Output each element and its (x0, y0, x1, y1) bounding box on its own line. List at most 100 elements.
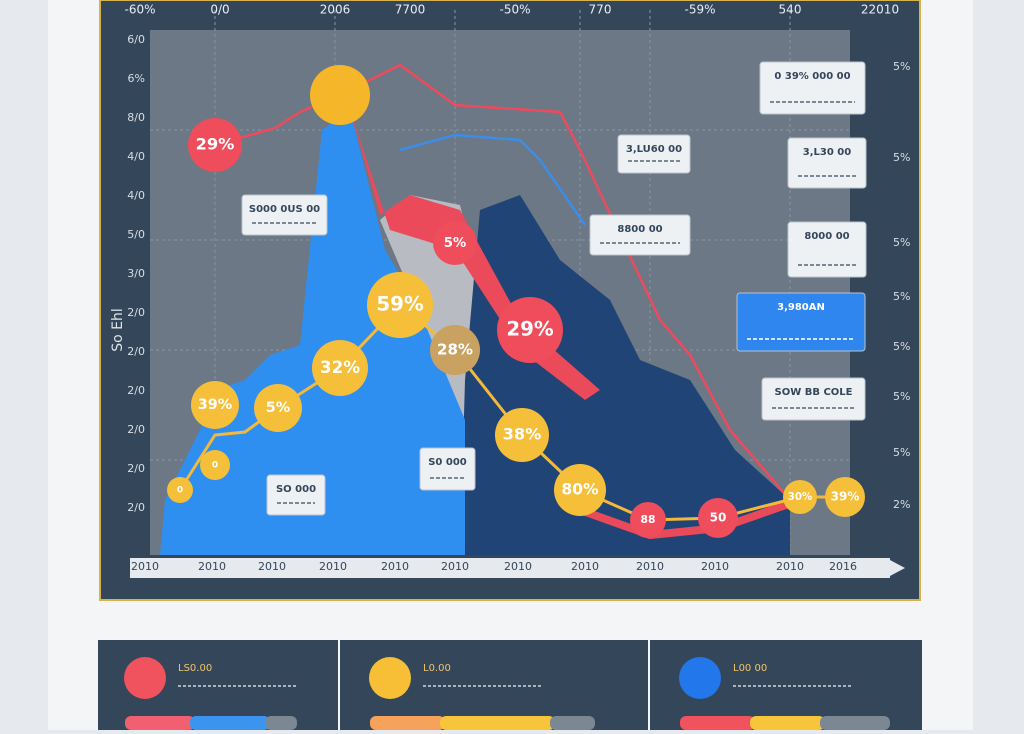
right-label: 5% (893, 290, 910, 303)
x-label: 2010 (319, 560, 347, 573)
callout-text: SOW BB COLE (775, 387, 853, 398)
y-axis-title: So Ehl (110, 308, 126, 352)
bubble (783, 480, 817, 514)
red-ribbon (350, 110, 600, 400)
right-label: 5% (893, 151, 910, 164)
bubble-label: 0 (177, 486, 183, 496)
bubble-label: 0 (212, 461, 218, 471)
callout-box (617, 134, 691, 174)
callout-box (266, 474, 326, 516)
bubble (312, 340, 368, 396)
legend-bar (440, 716, 555, 730)
callout-box (787, 137, 867, 189)
red-line (214, 63, 791, 501)
callout-box (736, 292, 866, 352)
bubble-label: 59% (376, 293, 424, 316)
callout-box (759, 61, 866, 115)
top-label: 770 (589, 3, 612, 17)
legend-bar (265, 716, 297, 730)
bubble-label: 50 (710, 511, 727, 525)
bubble-label: 5% (266, 400, 290, 416)
x-label: 2010 (258, 560, 286, 573)
y-label: 2/0 (127, 345, 145, 358)
bubble (430, 325, 480, 375)
blue-line (399, 133, 587, 226)
legend-bar (125, 716, 195, 730)
top-label: 22010 (861, 3, 899, 17)
peak-bubble (310, 65, 370, 125)
callout-text: S000 0US 00 (249, 204, 320, 215)
legend-title: LS0.00 (178, 663, 212, 674)
legend-cards (98, 640, 922, 730)
x-label: 2010 (441, 560, 469, 573)
legend-bar (750, 716, 825, 730)
x-label: 2010 (776, 560, 804, 573)
right-label: 5% (893, 340, 910, 353)
callout-box (241, 194, 328, 236)
callout-text: 0 39% 000 00 (774, 71, 850, 82)
y-label: 3/0 (127, 267, 145, 280)
x-label: 2010 (381, 560, 409, 573)
callout-text: SO 000 (276, 484, 316, 495)
y-label: 4/0 (127, 189, 145, 202)
x-label: 2010 (504, 560, 532, 573)
top-label: -60% (124, 3, 155, 17)
bubble-label: 29% (506, 318, 554, 341)
bubble-label: 80% (561, 481, 599, 499)
bubble (367, 272, 433, 338)
callout-box (761, 377, 866, 421)
legend-title: L0.00 (423, 663, 451, 674)
right-label: 5% (893, 236, 910, 249)
y-label: 6/0 (127, 33, 145, 46)
callout-text: 3,980AN (777, 302, 825, 313)
bubble (554, 464, 606, 516)
x-label: 2010 (198, 560, 226, 573)
legend-bar (370, 716, 445, 730)
top-label: 2006 (320, 3, 351, 17)
top-label: -50% (499, 3, 530, 17)
right-label: 5% (893, 390, 910, 403)
x-label: 2010 (571, 560, 599, 573)
bubble-label: 28% (437, 341, 473, 359)
bubble (188, 118, 242, 172)
callout-box (589, 214, 691, 256)
bubble (825, 477, 865, 517)
bubble (497, 297, 563, 363)
bubble (191, 381, 239, 429)
bubble-label: 29% (196, 135, 235, 154)
y-label: 5/0 (127, 228, 145, 241)
right-label: 2% (893, 498, 910, 511)
callout-text: S0 000 (428, 457, 467, 468)
legend-bar (550, 716, 595, 730)
bubble-label: 38% (503, 425, 542, 444)
bubble-label: 30% (788, 492, 812, 503)
bubble-label: 88 (640, 513, 655, 526)
blue-area (160, 110, 465, 555)
y-label: 6% (128, 72, 145, 85)
bubble (200, 450, 230, 480)
bubble-label: 39% (831, 490, 860, 504)
x-axis-arrow (890, 560, 905, 576)
y-label: 2/0 (127, 384, 145, 397)
callout-text: 8800 00 (617, 224, 662, 235)
y-label: 2/0 (127, 462, 145, 475)
top-label: -59% (684, 3, 715, 17)
y-label: 2/0 (127, 423, 145, 436)
bubble (254, 384, 302, 432)
bubble (630, 502, 666, 538)
right-label: 5% (893, 60, 910, 73)
x-label: 2010 (131, 560, 159, 573)
bubble-label: 5% (444, 236, 466, 251)
legend-dot (369, 657, 411, 699)
right-label: 5% (893, 446, 910, 459)
top-label: 540 (779, 3, 802, 17)
x-label: 2016 (829, 560, 857, 573)
legend-bar (820, 716, 890, 730)
bubble (495, 408, 549, 462)
bubble-label: 39% (198, 397, 232, 413)
red-band (578, 496, 802, 540)
top-label: 0/0 (210, 3, 229, 17)
bubble (433, 221, 477, 265)
callout-text: 8000 00 (804, 231, 849, 242)
